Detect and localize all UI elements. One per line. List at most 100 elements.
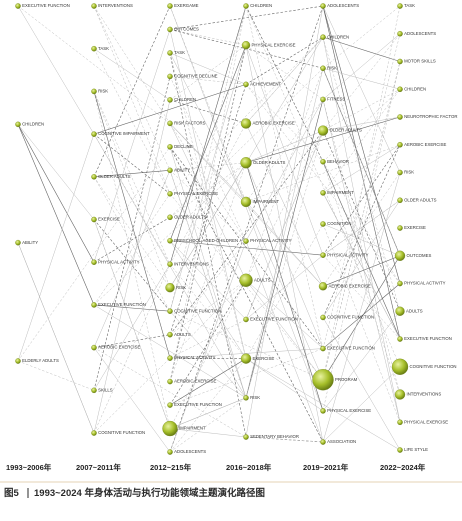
- topic-node: [320, 3, 326, 9]
- topic-label: LIFE STYLE: [404, 447, 428, 452]
- topic-node: [397, 30, 403, 37]
- topic-label: OLDER ADULTS: [404, 197, 437, 202]
- topic-label: EXERCISE: [253, 356, 275, 361]
- edge: [17, 5, 171, 124]
- topic-label: PHYSICAL EXERCISE: [174, 191, 218, 196]
- edge: [93, 5, 171, 177]
- topic-label: SKILLS: [98, 387, 113, 392]
- edge: [322, 255, 401, 287]
- edge: [322, 130, 401, 312]
- edge: [93, 76, 171, 391]
- topic-label: ADULTS: [406, 308, 423, 313]
- edge: [245, 5, 324, 349]
- edge: [245, 5, 324, 438]
- edge: [322, 68, 401, 256]
- topic-label: TASK: [98, 46, 109, 51]
- topic-node: [397, 86, 403, 93]
- topic-node: [391, 358, 409, 375]
- edge: [322, 36, 401, 62]
- topic-label: EXECUTIVE FUNCTION: [404, 336, 452, 341]
- edge: [93, 347, 247, 438]
- edge: [169, 193, 324, 380]
- topic-label: ACHIEVEMENT: [250, 82, 281, 87]
- edge: [93, 133, 171, 265]
- topic-node: [15, 121, 21, 128]
- edge: [93, 264, 171, 434]
- topic-label: RISK: [327, 65, 337, 70]
- topic-node: [91, 430, 97, 436]
- topic-node: [167, 308, 173, 314]
- edge: [169, 264, 247, 359]
- edge: [169, 397, 247, 429]
- edge: [322, 33, 401, 100]
- topic-node: [320, 221, 326, 227]
- edge: [93, 304, 247, 399]
- topic-node: [320, 158, 326, 165]
- topic-label: CHILDREN: [174, 97, 196, 102]
- edge: [322, 283, 401, 349]
- topic-label: PHYSICAL ACTIVITY: [98, 259, 140, 264]
- edge: [169, 146, 247, 398]
- edge: [322, 5, 401, 380]
- topic-node: [15, 239, 21, 246]
- topic-label: ABILITY: [174, 167, 190, 172]
- edge: [169, 397, 247, 453]
- topic-node: [394, 250, 406, 261]
- topic-node: [15, 3, 21, 9]
- edge: [322, 200, 401, 256]
- edge: [93, 91, 171, 265]
- topic-node: [397, 336, 403, 342]
- figure-number: 图5: [4, 488, 20, 499]
- topic-label: CHILDREN: [404, 86, 426, 91]
- edge: [93, 91, 171, 359]
- edge: [245, 68, 324, 398]
- edge: [169, 52, 247, 85]
- edge: [93, 91, 171, 288]
- topic-label: INTERVENTIONS: [407, 392, 442, 397]
- edge: [169, 280, 247, 359]
- edge: [245, 162, 324, 349]
- topic-label: PHYSICAL ACTIVITY: [404, 281, 446, 286]
- topic-node: [240, 118, 252, 129]
- edge: [169, 348, 324, 406]
- edge: [169, 5, 247, 312]
- topic-label: COGNITION: [327, 221, 351, 226]
- topic-label: OUTCOMES: [407, 253, 432, 258]
- topic-label: PROGRAM: [335, 377, 358, 382]
- edge: [17, 124, 95, 220]
- topic-label: COGNITIVE FUNCTION: [327, 315, 374, 320]
- edge: [169, 240, 247, 335]
- edge: [245, 123, 324, 287]
- edge: [169, 5, 324, 411]
- edge: [169, 123, 247, 281]
- topic-label: RISK FACTORS: [174, 121, 206, 126]
- edge: [322, 99, 401, 423]
- edge: [322, 254, 401, 340]
- edge: [169, 5, 247, 382]
- edge: [322, 144, 401, 194]
- edge: [93, 264, 171, 391]
- edge: [245, 280, 324, 349]
- topic-label: PHYSICAL EXERCISE: [404, 419, 448, 424]
- topic-label: OUTCOMES: [174, 27, 199, 32]
- period-label: 2016~2018年: [226, 462, 272, 472]
- period-label: 2007~2011年: [76, 462, 121, 472]
- topic-label: COGNITIVE FUNCTION: [410, 364, 457, 369]
- edge: [322, 5, 401, 69]
- edge: [17, 146, 171, 362]
- topic-label: PHYSICAL ACTIVITY: [327, 252, 369, 257]
- topic-label: RISK: [176, 285, 186, 290]
- topic-node: [320, 314, 326, 321]
- edge: [245, 130, 324, 398]
- edge: [245, 223, 324, 359]
- topic-node: [91, 88, 97, 95]
- edge: [322, 172, 401, 443]
- topic-node: [91, 302, 97, 308]
- topic-label: EXECUTIVE FUNCTION: [98, 302, 146, 307]
- edge: [322, 200, 401, 318]
- topic-node: [397, 114, 403, 120]
- topic-node: [320, 439, 326, 445]
- topic-label: RISK: [250, 395, 260, 400]
- edge: [169, 36, 324, 194]
